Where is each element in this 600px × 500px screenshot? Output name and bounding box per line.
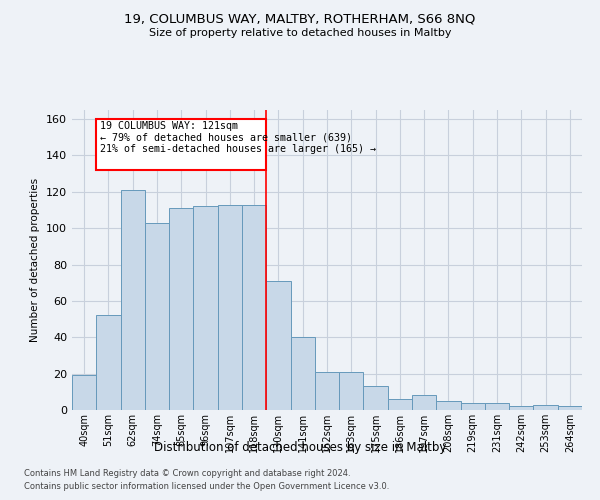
- Text: Distribution of detached houses by size in Maltby: Distribution of detached houses by size …: [154, 441, 446, 454]
- Bar: [412, 396, 436, 410]
- Bar: [364, 386, 388, 410]
- Bar: [290, 338, 315, 410]
- Text: 19, COLUMBUS WAY, MALTBY, ROTHERHAM, S66 8NQ: 19, COLUMBUS WAY, MALTBY, ROTHERHAM, S66…: [124, 12, 476, 26]
- Bar: [388, 399, 412, 410]
- Text: Size of property relative to detached houses in Maltby: Size of property relative to detached ho…: [149, 28, 451, 38]
- Bar: [266, 281, 290, 410]
- Bar: [339, 372, 364, 410]
- Bar: [461, 402, 485, 410]
- Bar: [242, 204, 266, 410]
- Bar: [509, 406, 533, 410]
- Bar: [533, 404, 558, 410]
- Y-axis label: Number of detached properties: Number of detached properties: [31, 178, 40, 342]
- Bar: [315, 372, 339, 410]
- Text: Contains HM Land Registry data © Crown copyright and database right 2024.: Contains HM Land Registry data © Crown c…: [24, 468, 350, 477]
- Bar: [145, 222, 169, 410]
- Bar: [72, 376, 96, 410]
- FancyBboxPatch shape: [96, 119, 266, 170]
- Text: Contains public sector information licensed under the Open Government Licence v3: Contains public sector information licen…: [24, 482, 389, 491]
- Bar: [96, 316, 121, 410]
- Bar: [485, 402, 509, 410]
- Bar: [436, 401, 461, 410]
- Bar: [218, 204, 242, 410]
- Bar: [558, 406, 582, 410]
- Bar: [121, 190, 145, 410]
- Bar: [169, 208, 193, 410]
- Text: 19 COLUMBUS WAY: 121sqm
← 79% of detached houses are smaller (639)
21% of semi-d: 19 COLUMBUS WAY: 121sqm ← 79% of detache…: [100, 121, 376, 154]
- Bar: [193, 206, 218, 410]
